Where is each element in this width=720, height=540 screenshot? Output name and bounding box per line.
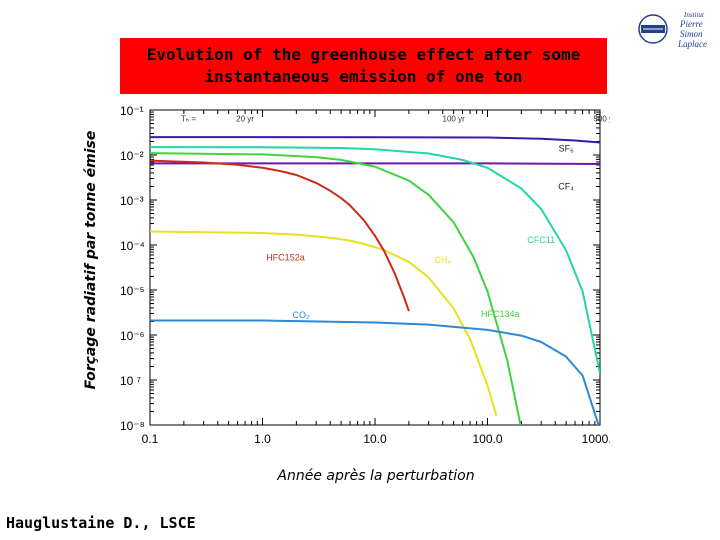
series-label: HFC152a: [266, 253, 305, 263]
y-tick-label: 10⁻⁴: [120, 239, 145, 253]
series-label: CFC11: [527, 235, 555, 245]
series-label: CH₄: [434, 255, 451, 265]
x-tick-label: 1.0: [254, 432, 271, 446]
lifetime-label: Tₕ =: [181, 115, 196, 124]
svg-text:Pierre: Pierre: [679, 19, 703, 29]
page-title: Evolution of the greenhouse effect after…: [146, 45, 581, 86]
logo: Institut Pierre Simon Laplace: [636, 8, 714, 50]
x-tick-label: 10.0: [363, 432, 387, 446]
series-line: [150, 136, 600, 144]
title-banner: Evolution of the greenhouse effect after…: [120, 38, 607, 94]
lifetime-label: 500 yr: [594, 115, 610, 124]
series-label: SF₆: [559, 143, 575, 153]
series-line: [150, 152, 522, 425]
x-axis-label: Année après la perturbation: [277, 468, 475, 484]
y-tick-label: 10 ⁷: [120, 374, 141, 388]
y-tick-label: 10⁻³: [120, 194, 144, 208]
series-line: [150, 159, 410, 312]
lifetime-label: 100 yr: [443, 115, 466, 124]
chart-canvas: 0.1 1.0 10.0 100.0 1000.0 10⁻¹ 10⁻² 10⁻³ 10⁻⁴ 10⁻…: [120, 104, 610, 446]
y-tick-label: 10⁻⁸: [120, 419, 145, 433]
author-credit: Hauglustaine D., LSCE: [6, 514, 196, 532]
svg-text:Simon: Simon: [680, 29, 703, 39]
svg-text:Institut: Institut: [683, 11, 705, 19]
plot-frame: [149, 109, 601, 426]
x-tick-label: 100.0: [472, 432, 502, 446]
series-label: CO₂: [293, 310, 311, 320]
logo-graphic: Institut Pierre Simon Laplace: [638, 11, 707, 49]
y-tick-label: 10⁻¹: [120, 104, 144, 118]
series-label: HFC134a: [481, 309, 520, 319]
series-line: [150, 146, 600, 374]
y-tick-label: 10⁻²: [120, 149, 144, 163]
y-tick-label: 10⁻⁶: [120, 329, 145, 343]
y-tick-label: 10⁻⁵: [120, 284, 145, 298]
lifetime-label: 20 yr: [236, 115, 254, 124]
series-line: [150, 319, 600, 425]
y-axis-label: Forçage radiatif par tonne émise: [83, 130, 99, 390]
svg-text:Laplace: Laplace: [677, 39, 707, 49]
x-tick-label: 1000.0: [582, 432, 610, 446]
series-label: CF₄: [558, 182, 574, 192]
x-tick-label: 0.1: [142, 432, 159, 446]
